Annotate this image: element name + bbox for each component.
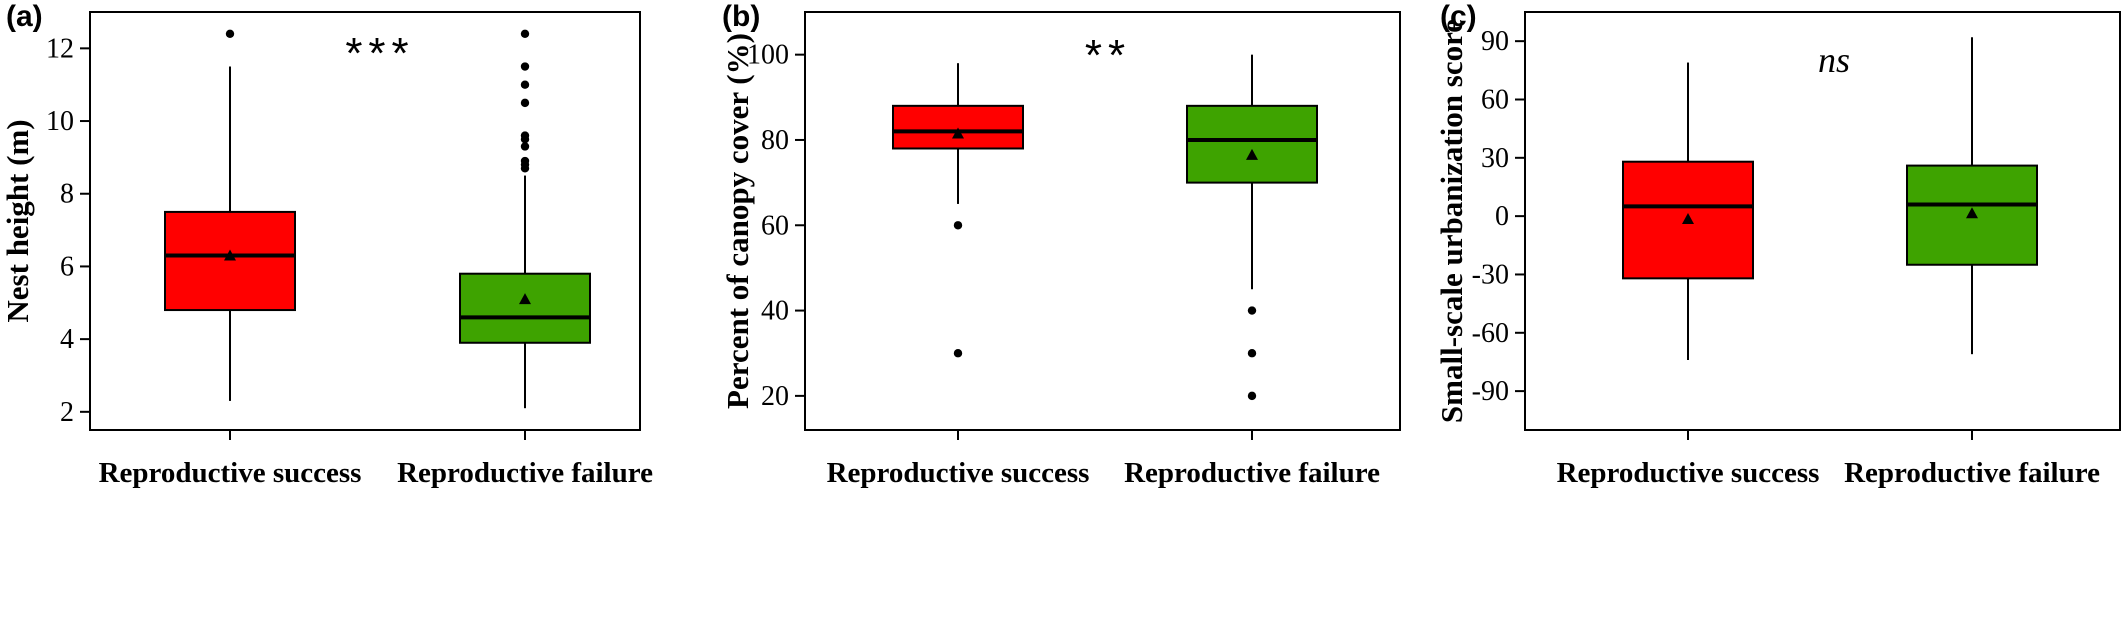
mean-marker — [1966, 207, 1978, 219]
significance-annotation: *** — [345, 29, 414, 78]
outlier-point — [520, 62, 530, 71]
iqr-box — [164, 210, 296, 312]
outlier-point — [520, 80, 530, 89]
box-failure — [1906, 37, 2038, 355]
outlier-point — [520, 156, 530, 166]
box-success — [892, 63, 1024, 358]
box-failure — [459, 29, 591, 409]
outlier-point — [1247, 306, 1257, 315]
y-tick-label: 0 — [1495, 201, 1509, 232]
outlier-point — [225, 29, 235, 39]
significance-annotation: ** — [1085, 31, 1131, 80]
panel-2: 20 40 60 80 100 Reproductive success Reproduct… — [720, 0, 1401, 489]
iqr-box — [892, 104, 1024, 150]
x-category-label: Reproductive success — [827, 457, 1090, 489]
x-category-label: Reproductive failure — [397, 457, 653, 489]
y-tick-label: 90 — [1481, 26, 1509, 57]
significance-annotation: ns — [1818, 40, 1850, 80]
panel-1: 2 4 6 8 10 12 Reproductive success Reproductive… — [0, 0, 653, 489]
box-success — [1622, 62, 1754, 361]
plot-frame — [1524, 11, 2121, 431]
mean-marker — [1682, 213, 1694, 225]
outlier-point — [520, 29, 530, 39]
y-tick-label: 2 — [60, 397, 74, 428]
outlier-point — [520, 131, 530, 140]
box-failure — [1186, 54, 1318, 401]
y-tick-label: 8 — [60, 179, 74, 210]
y-tick-label: 80 — [761, 125, 789, 156]
mean-marker — [519, 293, 531, 305]
panel-label: (b) — [722, 0, 760, 33]
y-tick-label: 12 — [46, 33, 74, 64]
outlier-point — [520, 142, 530, 151]
plot-frame — [804, 11, 1401, 431]
y-tick-label: 20 — [761, 381, 789, 412]
y-tick-label: -30 — [1472, 259, 1509, 290]
mean-marker — [1246, 148, 1258, 160]
outlier-point — [953, 221, 963, 230]
y-tick-label: -90 — [1472, 376, 1509, 407]
iqr-box — [459, 272, 591, 344]
outlier-point — [1247, 349, 1257, 358]
y-tick-label: 4 — [60, 324, 74, 355]
mean-marker — [224, 249, 236, 261]
panel-label: (a) — [6, 0, 43, 33]
x-category-label: Reproductive failure — [1124, 457, 1380, 489]
y-axis-title: Small-scale urbanization score — [1434, 19, 1469, 423]
outlier-point — [520, 98, 530, 108]
y-tick-label: 60 — [761, 210, 789, 241]
y-tick-label: 6 — [60, 251, 74, 282]
plot-frame — [89, 11, 641, 431]
outlier-point — [1247, 391, 1257, 401]
panel-label: (c) — [1440, 0, 1477, 33]
iqr-box — [1186, 104, 1318, 184]
mean-marker — [952, 127, 964, 139]
y-tick-label: 40 — [761, 296, 789, 327]
y-axis-title: Percent of canopy cover (%) — [720, 33, 755, 409]
y-tick-label: 10 — [46, 106, 74, 137]
x-category-label: Reproductive success — [1557, 457, 1820, 489]
panel-3: -90 -60 -30 0 30 60 90 Reproductive success Repr… — [1434, 0, 2121, 489]
x-category-label: Reproductive success — [99, 457, 362, 489]
y-tick-label: 100 — [747, 40, 789, 71]
y-tick-label: 30 — [1481, 143, 1509, 174]
box-success — [164, 29, 296, 401]
y-tick-label: -60 — [1472, 318, 1509, 349]
x-category-label: Reproductive failure — [1844, 457, 2100, 489]
outlier-point — [953, 349, 963, 358]
y-axis-title: Nest height (m) — [0, 119, 35, 322]
y-tick-label: 60 — [1481, 84, 1509, 115]
